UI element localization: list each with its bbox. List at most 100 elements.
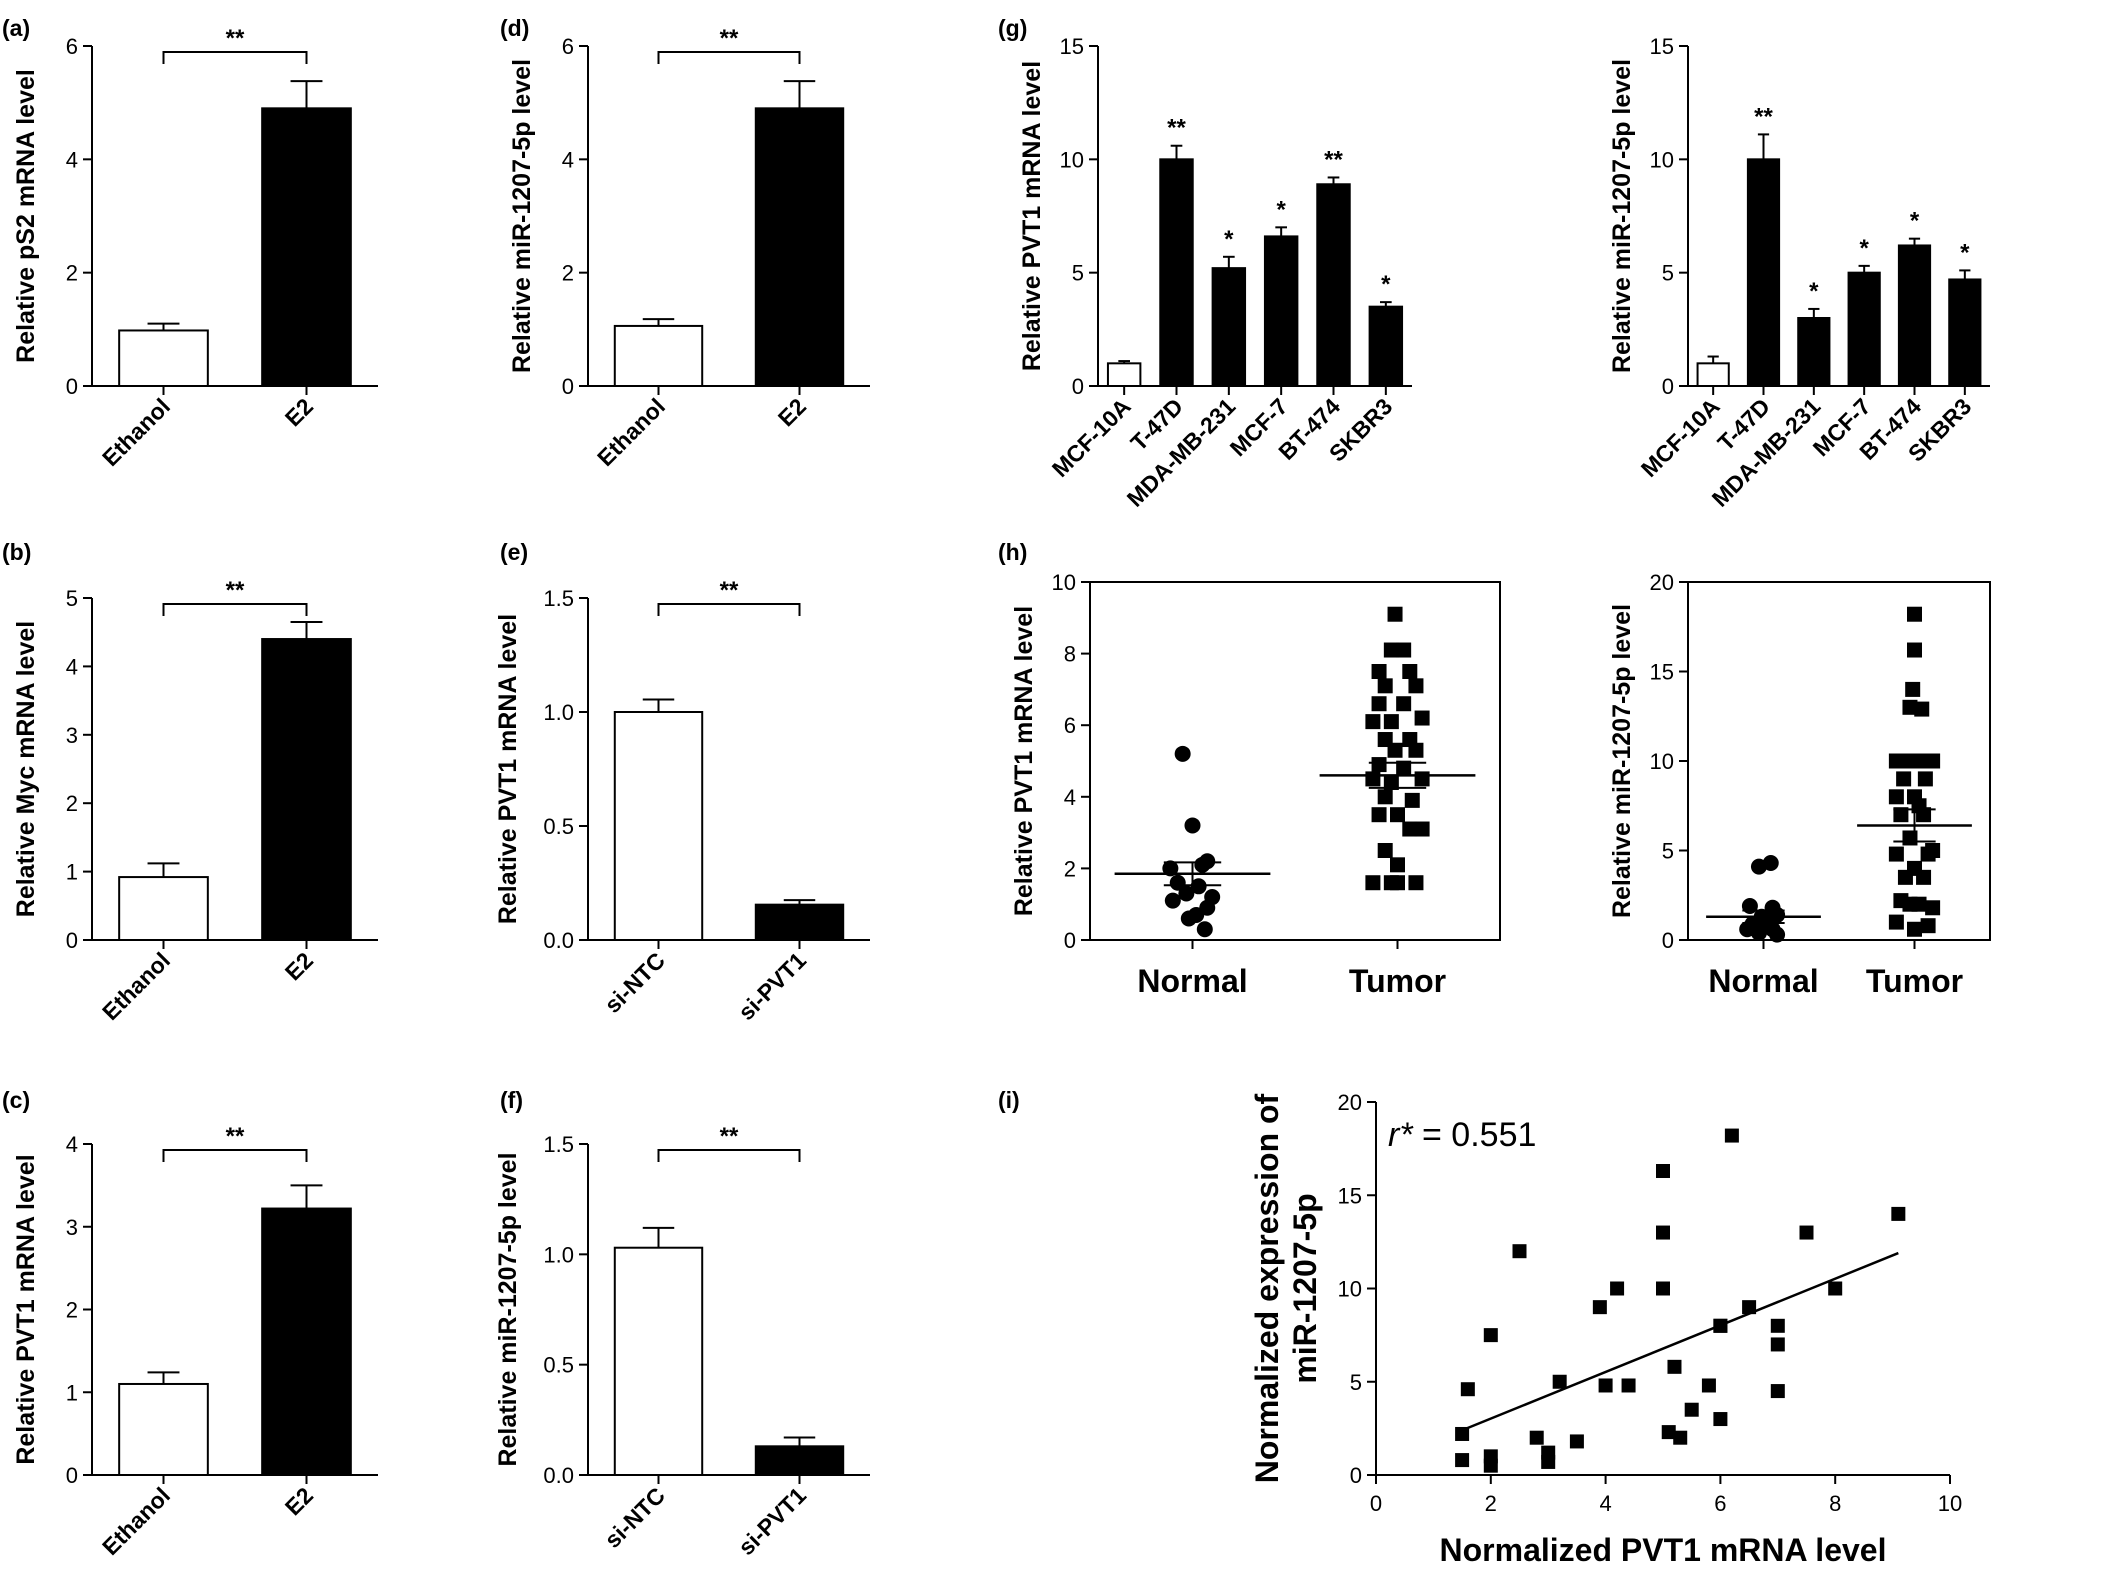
bar [118, 1382, 209, 1476]
bar [1696, 362, 1730, 388]
bar [1316, 183, 1351, 387]
bar [1106, 362, 1142, 388]
bar [1746, 158, 1781, 387]
significance-label: ** [720, 577, 739, 604]
data-point [1888, 914, 1904, 930]
y-tick-label: 5 [1072, 261, 1084, 286]
significance-star: ** [1754, 103, 1773, 130]
y-tick-label: 2 [1064, 856, 1076, 881]
y-axis-label: Relative Myc mRNA level [12, 621, 40, 917]
data-point [1610, 1281, 1625, 1296]
plot-frame [1687, 581, 1991, 941]
x-tick-label: si-PVT1 [733, 947, 811, 1025]
y-axis-label: Relative PVT1 mRNA level [12, 1154, 40, 1464]
data-point [1760, 917, 1777, 934]
chart-i: 0 5 10 15 20 0 2 4 6 8 10 Normalized PVT1 mRNA leve… [1249, 1090, 1962, 1568]
y-tick-label: 1.5 [543, 1132, 574, 1157]
data-point [1460, 1382, 1475, 1397]
data-point [1190, 878, 1207, 895]
bar [613, 1246, 704, 1477]
x-tick-label: 0 [1370, 1491, 1382, 1516]
x-tick-label: 10 [1938, 1491, 1962, 1516]
data-point [1377, 678, 1393, 694]
y-tick-label: 6 [1064, 713, 1076, 738]
y-tick-label: 5 [1662, 261, 1674, 286]
y-tick-label: 0 [1662, 928, 1674, 953]
data-point [1741, 897, 1758, 914]
chart-a: 0 2 4 6 Relative pS2 mRNA level Ethanol E2 ** [12, 25, 378, 471]
x-tick-label: Tumor [1866, 963, 1963, 999]
data-point [1888, 789, 1904, 805]
chart-h2: 0 5 10 15 20 Relative miR-1207-5p level Normal… [1608, 570, 1991, 999]
bar [613, 324, 704, 387]
x-axis-label: Normalized PVT1 mRNA level [1440, 1532, 1887, 1568]
data-point [1371, 664, 1387, 679]
significance-bracket [657, 51, 801, 64]
data-point [1762, 855, 1779, 872]
bar [1847, 271, 1881, 387]
data-point [1770, 1384, 1785, 1399]
data-point [1169, 874, 1186, 891]
chart-e: 0.0 0.5 1.0 1.5 Relative PVT1 mRNA level si-N… [494, 577, 870, 1025]
data-point [1512, 1244, 1527, 1259]
data-point [1162, 860, 1179, 877]
data-point [1402, 664, 1418, 679]
data-point [1925, 900, 1941, 916]
data-point [1365, 714, 1381, 730]
data-point [1656, 1225, 1670, 1240]
y-axis-label: Relative miR-1207-5p level [508, 59, 536, 373]
data-point [1194, 856, 1211, 873]
y-axis-label: Relative pS2 mRNA level [12, 69, 40, 363]
y-tick-label: 2 [66, 261, 78, 286]
y-tick-label: 5 [66, 586, 78, 611]
data-point [1684, 1402, 1699, 1417]
data-point [1598, 1378, 1613, 1393]
y-axis-label: Normalized expression of [1249, 1093, 1285, 1483]
data-point [1414, 771, 1430, 787]
data-point [1656, 1281, 1670, 1296]
y-tick-label: 0.5 [543, 814, 574, 839]
data-point [1902, 896, 1918, 912]
data-point [1916, 807, 1932, 823]
chart-d: 0 2 4 6 Relative miR-1207-5p level Ethanol E2 *… [508, 25, 870, 471]
panel-label-f: (f) [500, 1087, 523, 1113]
data-point [1371, 757, 1387, 773]
x-tick-label: E2 [280, 947, 318, 985]
data-point [1396, 760, 1412, 776]
significance-star: * [1276, 196, 1286, 223]
data-point [1371, 807, 1387, 823]
data-point [1387, 742, 1403, 758]
bar [261, 638, 352, 941]
data-point [1414, 710, 1430, 726]
bar [261, 1207, 352, 1477]
significance-star: * [1381, 271, 1391, 298]
data-point [1184, 817, 1201, 834]
panel-label-b: (b) [2, 539, 31, 565]
y-tick-label: 15 [1338, 1183, 1362, 1208]
y-tick-label: 10 [1052, 570, 1076, 595]
data-point [1383, 714, 1399, 730]
significance-label: ** [720, 1123, 739, 1150]
significance-bracket [162, 51, 308, 64]
y-tick-label: 10 [1338, 1277, 1362, 1302]
bar [261, 107, 352, 387]
data-point [1529, 1430, 1544, 1445]
data-point [1174, 745, 1191, 762]
panel-label-d: (d) [500, 15, 529, 41]
data-point [1905, 681, 1921, 697]
y-tick-label: 20 [1338, 1090, 1362, 1115]
y-tick-label: 0 [66, 928, 78, 953]
correlation-annotation: r* = 0.551 [1388, 1116, 1536, 1154]
data-point [1483, 1449, 1498, 1464]
bar [118, 876, 209, 942]
data-point [1390, 807, 1405, 823]
x-tick-label: Ethanol [97, 1482, 175, 1560]
y-tick-label: 5 [1662, 839, 1674, 864]
y-tick-label: 3 [66, 723, 78, 748]
x-tick-label: si-PVT1 [733, 1482, 811, 1560]
data-point [1196, 921, 1213, 938]
y-tick-label: 20 [1650, 570, 1674, 595]
data-point [1902, 699, 1918, 715]
